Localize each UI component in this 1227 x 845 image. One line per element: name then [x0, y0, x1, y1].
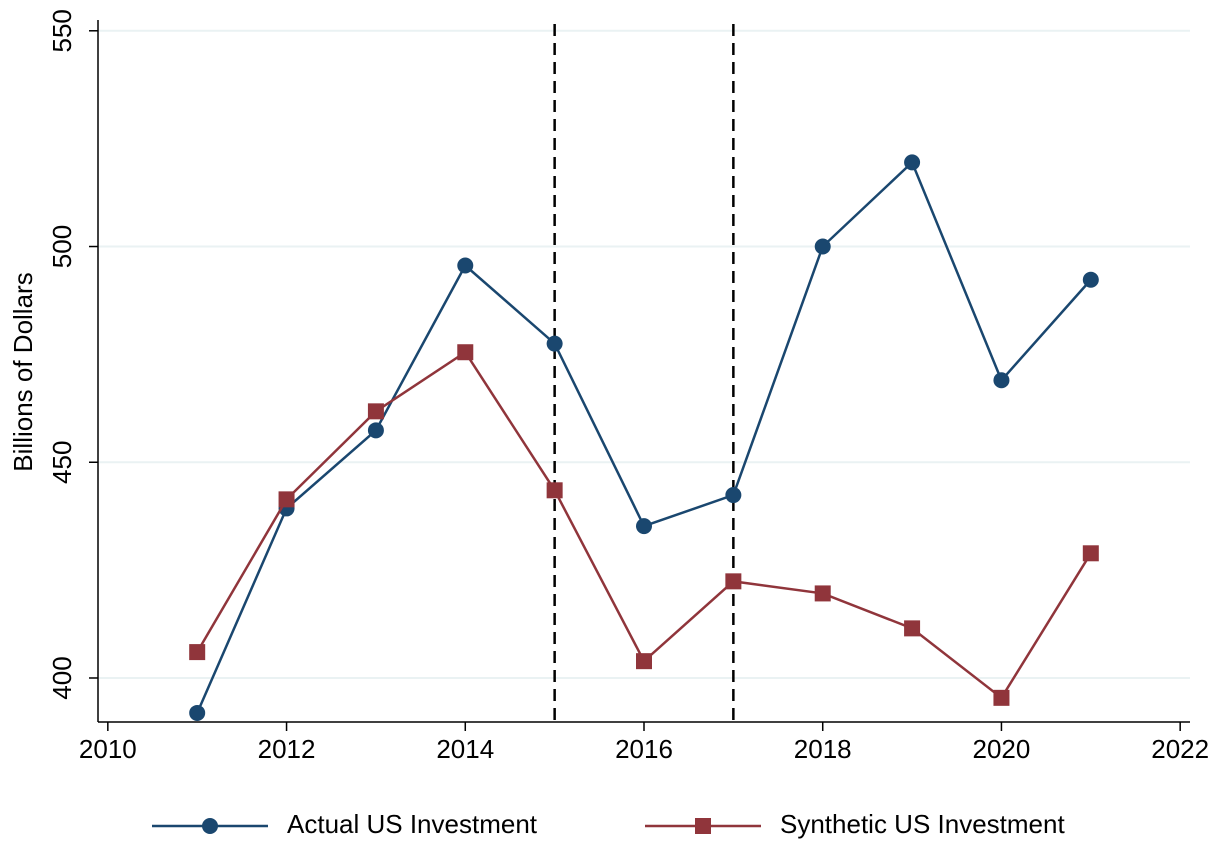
marker	[993, 372, 1010, 389]
marker	[1082, 545, 1099, 562]
marker	[993, 689, 1010, 706]
marker	[1082, 271, 1099, 288]
marker	[904, 620, 921, 637]
legend-marker	[202, 818, 218, 834]
legend-label: Synthetic US Investment	[780, 809, 1065, 839]
x-tick-label: 2020	[973, 734, 1031, 764]
x-tick-label: 2016	[615, 734, 673, 764]
marker	[904, 154, 921, 171]
marker	[457, 257, 474, 274]
marker	[636, 518, 652, 535]
marker	[367, 403, 384, 420]
x-tick-label: 2014	[436, 734, 494, 764]
x-tick-label: 2012	[258, 734, 316, 764]
y-tick-label: 500	[47, 225, 77, 268]
marker	[546, 335, 563, 352]
legend-label: Actual US Investment	[287, 809, 538, 839]
marker	[189, 644, 206, 661]
y-tick-label: 400	[47, 656, 77, 699]
marker	[725, 573, 742, 590]
marker	[725, 487, 742, 504]
marker	[278, 491, 295, 508]
y-tick-label: 450	[47, 441, 77, 484]
x-tick-label: 2010	[79, 734, 137, 764]
marker	[814, 238, 831, 255]
y-axis-label: Billions of Dollars	[8, 272, 38, 471]
marker	[189, 704, 206, 721]
marker	[636, 653, 652, 670]
y-tick-label: 550	[47, 9, 77, 52]
marker	[367, 422, 384, 439]
marker	[546, 482, 563, 499]
marker	[814, 585, 831, 602]
x-tick-label: 2018	[794, 734, 852, 764]
legend-marker	[695, 818, 711, 834]
marker	[457, 344, 474, 361]
x-tick-label: 2022	[1151, 734, 1209, 764]
